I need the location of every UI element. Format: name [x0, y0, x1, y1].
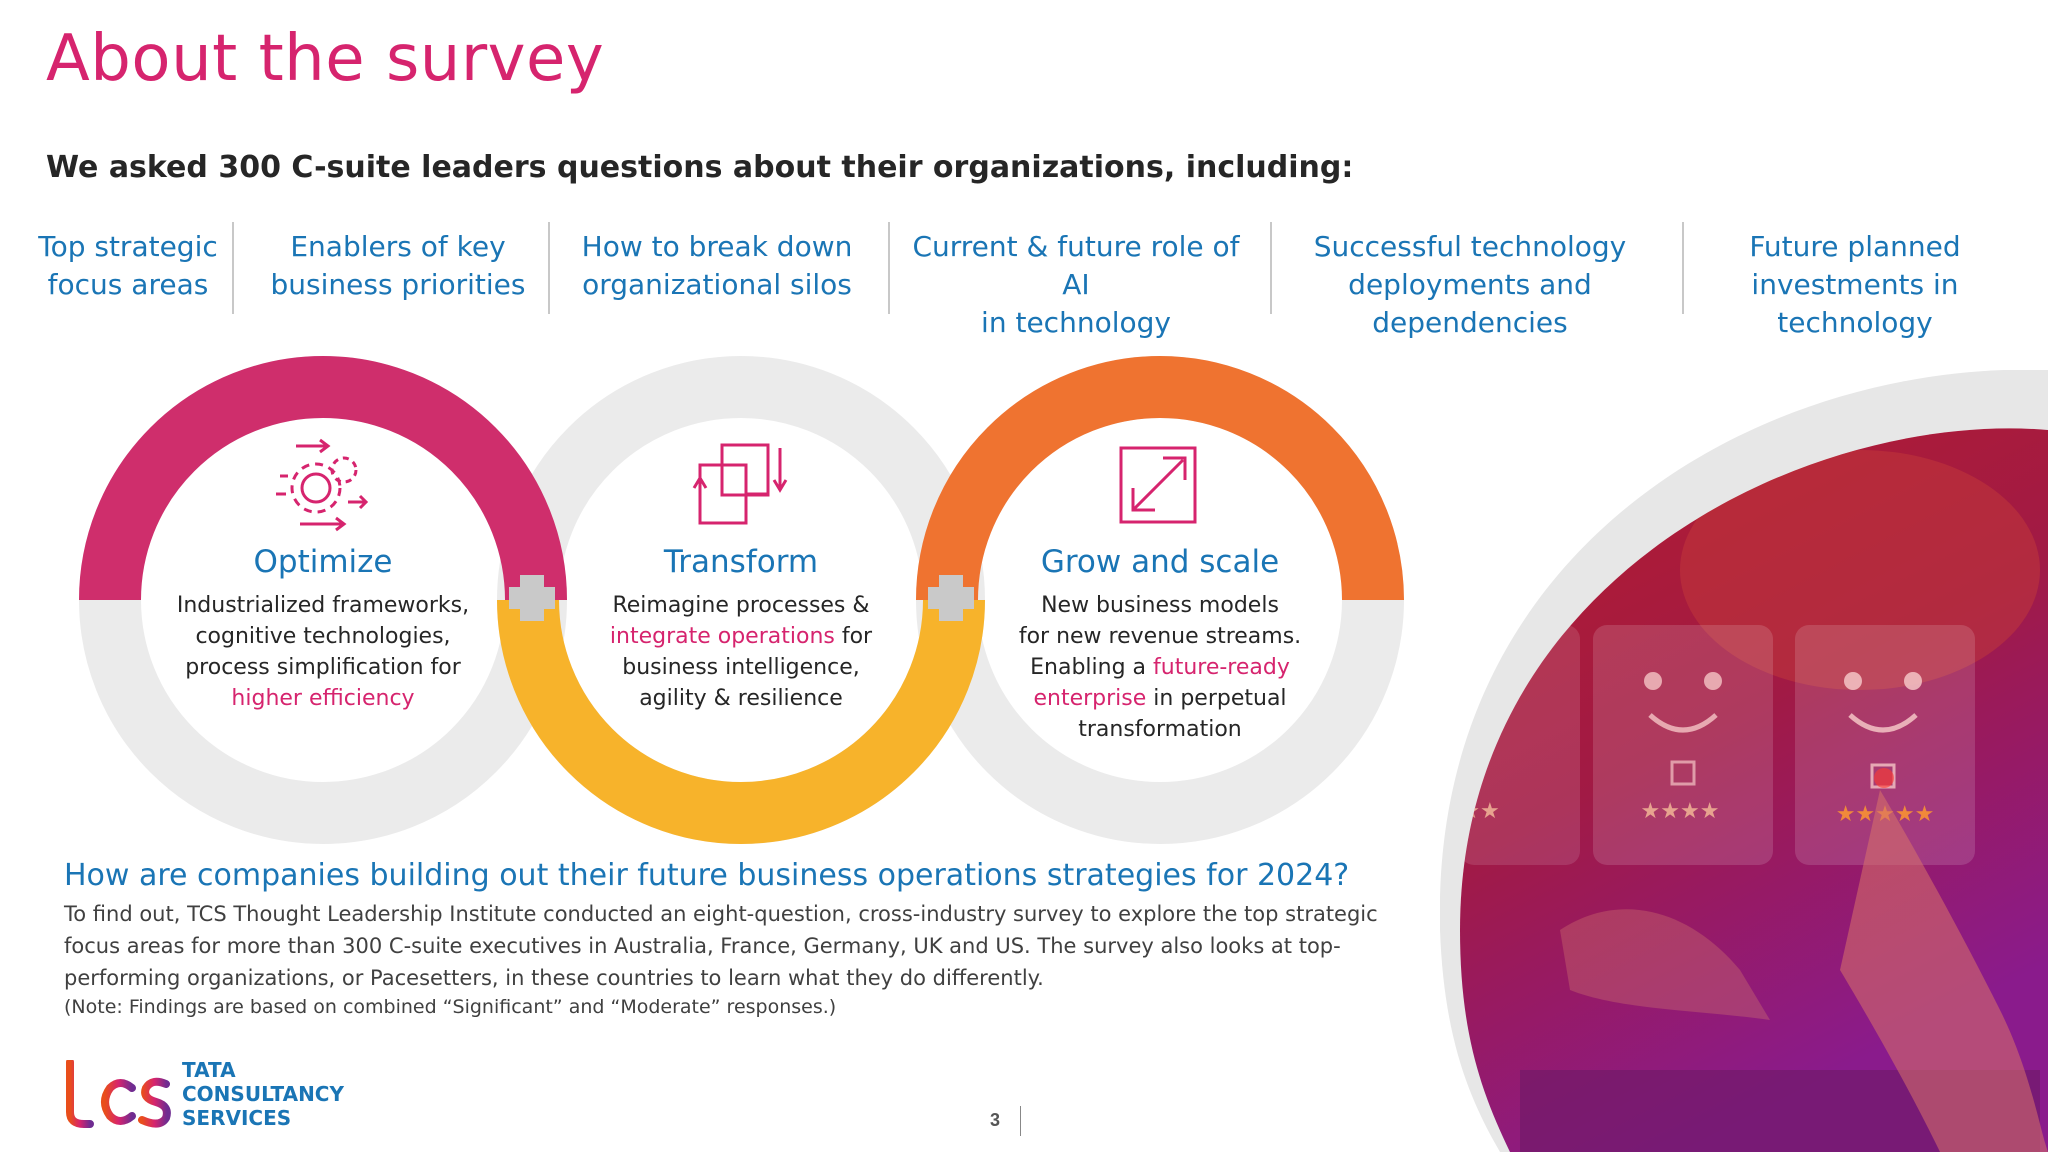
topic-line: Current & future role of AI [912, 230, 1240, 301]
topic-line: Enablers of key [290, 230, 506, 263]
ring-text-fragment: for [834, 624, 873, 649]
topic-line: in technology [981, 306, 1171, 339]
page-title: About the survey [46, 22, 605, 96]
ring-text-highlight: higher efficiency [231, 686, 415, 711]
ring-label-grow: Grow and scale [1040, 544, 1280, 580]
topic-divider [232, 222, 234, 314]
topic-strategic-focus: Top strategic focus areas [28, 228, 228, 304]
hand-shape [1560, 909, 1770, 1020]
hero-photo: ★★★★ ★★★★★ ★★ [1440, 370, 2048, 1152]
topic-line: organizational silos [582, 268, 852, 301]
ring-text-line: Reimagine processes & [612, 593, 870, 618]
ring-text-optimize: Industrialized frameworks, cognitive tec… [163, 590, 483, 714]
rating-stars: ★★★★ [1641, 799, 1720, 824]
ring-text-fragment: in perpetual [1146, 686, 1287, 711]
topic-silos: How to break down organizational silos [572, 228, 862, 304]
logo-line: CONSULTANCY [182, 1082, 344, 1106]
ring-transform-arc [497, 599, 985, 844]
ring-grow-arc [916, 356, 1404, 601]
ring-text-line: Enabling a future-ready [1000, 652, 1320, 683]
ring-text-fragment: Enabling a [1030, 655, 1154, 680]
survey-description: To find out, TCS Thought Leadership Inst… [64, 902, 1378, 990]
rating-card: ★★★★ [1593, 625, 1773, 865]
page-number-divider [1020, 1106, 1021, 1136]
ring-label-optimize: Optimize [253, 544, 393, 580]
topic-line: investments in [1751, 268, 1959, 301]
topic-line: focus areas [47, 268, 209, 301]
ring-text-line: integrate operations for [581, 621, 901, 652]
tcs-wordmark: TATA CONSULTANCY SERVICES [182, 1058, 344, 1130]
ring-optimize-arc [79, 356, 567, 601]
ring-text-highlight: enterprise [1033, 686, 1147, 711]
topic-line: technology [1777, 306, 1933, 339]
page-subtitle: We asked 300 C-suite leaders questions a… [46, 150, 1354, 185]
topic-line: Top strategic [38, 230, 218, 263]
topic-future-investments: Future planned investments in technology [1720, 228, 1990, 342]
gears-arrows-icon [276, 438, 369, 532]
ring-text-line: enterprise in perpetual [1000, 683, 1320, 714]
ring-text-transform: Reimagine processes & integrate operatio… [581, 590, 901, 714]
topic-divider [1270, 222, 1272, 314]
hand-shape [1840, 790, 2048, 1152]
survey-question: How are companies building out their fut… [64, 858, 1350, 893]
ring-text-line: cognitive technologies, [195, 624, 451, 649]
topic-line: deployments and [1348, 268, 1592, 301]
survey-note: (Note: Findings are based on combined “S… [64, 996, 837, 1018]
topic-divider [1682, 222, 1684, 314]
topic-line: business priorities [270, 268, 526, 301]
ring-text-grow: New business models for new revenue stre… [1000, 590, 1320, 745]
ring-text-highlight: integrate operations [609, 624, 835, 649]
tcs-logo [62, 1060, 171, 1128]
topic-line: How to break down [581, 230, 853, 263]
topic-tech-deployments: Successful technology deployments and de… [1300, 228, 1640, 342]
topic-enablers: Enablers of key business priorities [268, 228, 528, 304]
topic-divider [548, 222, 550, 314]
logo-line: SERVICES [182, 1106, 292, 1130]
ring-text-line: business intelligence, [622, 655, 860, 680]
plus-icon [509, 575, 555, 621]
transform-squares-icon [692, 443, 788, 525]
logo-line: TATA [182, 1058, 236, 1082]
rings-diagram [79, 356, 1404, 844]
ring-text-line: process simplification for [185, 655, 461, 680]
topic-line: Successful technology [1313, 230, 1627, 263]
page-number: 3 [990, 1110, 1001, 1130]
ring-text-line: agility & resilience [639, 686, 843, 711]
ring-text-line: New business models [1041, 593, 1279, 618]
plus-icon [928, 575, 974, 621]
ring-label-transform: Transform [663, 544, 819, 580]
ring-text-line: for new revenue streams. [1018, 624, 1302, 649]
topic-line: Future planned [1749, 230, 1961, 263]
ring-text-line: transformation [1078, 717, 1242, 742]
ring-text-line: Industrialized frameworks, [176, 593, 470, 618]
topic-line: dependencies [1372, 306, 1568, 339]
topic-divider [888, 222, 890, 314]
ring-text-highlight: future-ready [1153, 655, 1290, 680]
expand-arrow-icon [1119, 446, 1197, 524]
topic-ai-role: Current & future role of AI in technolog… [896, 228, 1256, 342]
